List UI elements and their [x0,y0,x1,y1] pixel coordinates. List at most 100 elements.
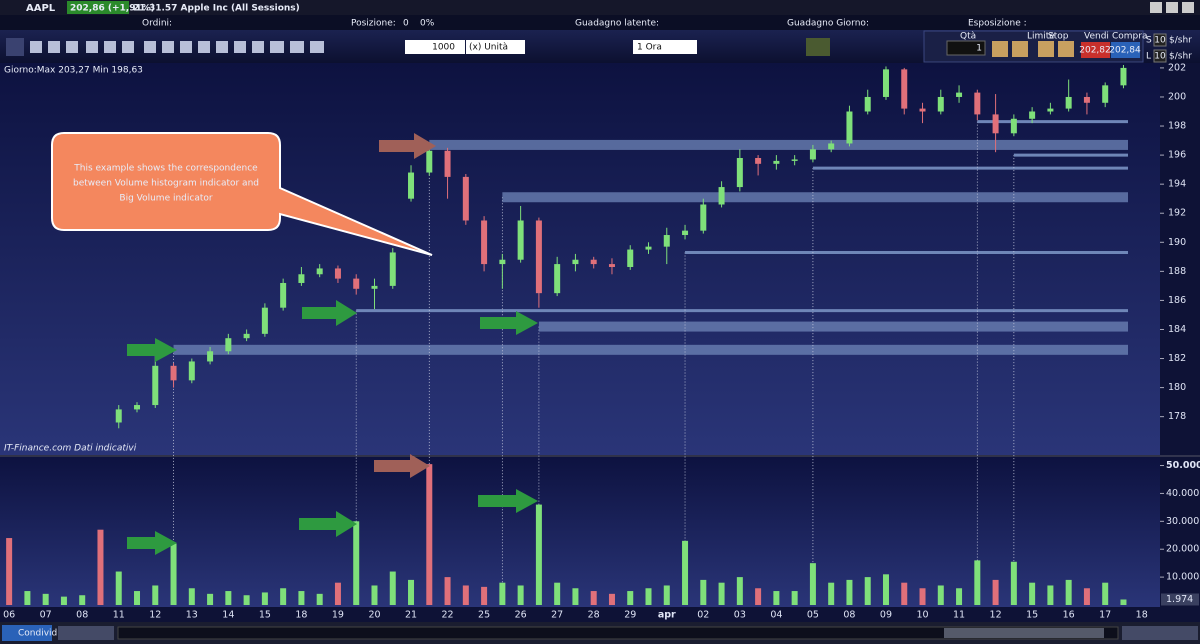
last-value-label: 1.974 [1166,594,1193,605]
tool[interactable] [234,41,246,53]
tool[interactable] [104,41,116,53]
volume-bar [6,538,13,605]
candle-body [718,187,725,205]
arrow [302,300,357,326]
tool[interactable] [290,41,304,53]
tool[interactable] [252,41,264,53]
size-input[interactable] [1153,49,1167,63]
volume-bar [590,591,597,605]
instrument-info: 21.31.57 Apple Inc (All Sessions) [133,4,300,14]
candle-body [773,160,780,164]
stop-button[interactable] [1058,41,1074,57]
buy-button[interactable] [1111,42,1140,58]
source: IT-Finance.com Dati indicativi [4,444,137,454]
candle-body [919,108,926,112]
footer-tools[interactable] [58,626,114,640]
volume-bar [243,595,250,605]
y-tick-label: 196 [1168,150,1186,161]
tool[interactable] [66,41,78,53]
candle-body [663,235,670,247]
qty-input[interactable] [946,40,986,56]
tool[interactable] [48,41,60,53]
limit-button[interactable] [992,41,1008,57]
quantity-input[interactable] [405,40,465,54]
candle-body [1102,85,1109,103]
size-s: 10 [1154,36,1166,46]
volume-bar [736,577,743,605]
tool[interactable] [144,41,156,53]
candle-body [627,249,634,267]
buy-label: Compra [1112,32,1148,42]
arrow [299,511,357,537]
indicator-button[interactable] [806,38,830,56]
scroll-thumb[interactable] [944,628,1104,638]
tool-cursor[interactable] [6,38,24,56]
limit-button[interactable] [1012,41,1028,57]
tool[interactable] [86,41,98,53]
x-tick-label: 04 [770,610,782,621]
volume-bar [773,591,780,605]
unit-select[interactable] [466,40,525,54]
volume-bar [1010,561,1017,605]
minimize-button[interactable] [1150,2,1162,13]
y-tick-label: 188 [1168,266,1186,277]
candle-body [207,351,214,362]
volume-bar [645,588,652,605]
candle-body [280,282,287,308]
volume-bar [170,543,177,605]
candle-body [115,409,122,423]
last-value-box [1161,593,1199,606]
candle-body [389,252,396,286]
tool[interactable] [270,41,284,53]
candle-body [1010,118,1017,134]
volume-bar [298,591,305,605]
candle-body [937,96,944,112]
volume-bar [700,579,707,605]
tool[interactable] [122,41,134,53]
tool[interactable] [216,41,228,53]
candle-body [152,365,159,406]
volume-bar [408,579,415,605]
x-tick-label: 15 [1026,610,1038,621]
tool[interactable] [30,41,42,53]
scrollbar[interactable] [117,626,1119,640]
x-tick-label: 05 [807,610,819,621]
sell-button[interactable] [1081,42,1110,58]
volume-bar [353,521,360,605]
volume-bar [79,595,86,605]
summary-bar [0,15,1200,30]
symbol: AAPL [26,3,56,14]
maximize-button[interactable] [1166,2,1178,13]
candle-body [426,150,433,173]
qty-value: 1 [976,44,982,54]
arrow [127,531,177,555]
candle-body [974,92,981,115]
volume-bar [481,586,488,605]
limit-label: Limite [1027,32,1055,42]
y-tick-label: 198 [1168,121,1186,132]
timeframe-select[interactable] [633,40,697,54]
x-tick-label: 16 [1063,610,1075,621]
share-button[interactable] [2,625,52,641]
candle-body [444,150,451,177]
tool[interactable] [162,41,174,53]
volume-bar [225,591,232,605]
volume-band [173,344,1128,355]
candle-body [462,176,469,221]
x-tick-label: 03 [734,610,746,621]
arrow [480,311,538,335]
x-tick-label: 12 [990,610,1002,621]
y-tick-label: 200 [1168,91,1186,102]
candle-body [901,69,908,109]
tool[interactable] [198,41,210,53]
zoom-tools[interactable] [1122,626,1198,640]
size-input[interactable] [1153,33,1167,47]
volume-bar [261,592,268,605]
tool[interactable] [180,41,192,53]
candle-body [188,361,195,381]
orders-label: Ordini: [142,19,172,29]
tool[interactable] [310,41,324,53]
stop-button[interactable] [1038,41,1054,57]
close-button[interactable] [1182,2,1194,13]
